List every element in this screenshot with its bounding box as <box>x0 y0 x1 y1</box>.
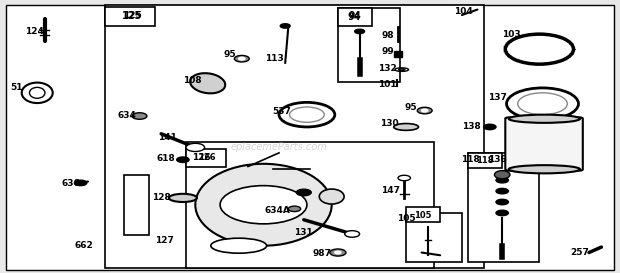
Ellipse shape <box>195 164 332 246</box>
Text: 126: 126 <box>192 153 211 162</box>
Text: 125: 125 <box>123 11 141 19</box>
Bar <box>394 51 402 57</box>
Text: 125: 125 <box>122 11 142 21</box>
Bar <box>105 7 155 26</box>
Circle shape <box>496 177 508 183</box>
Circle shape <box>422 109 428 112</box>
Text: 126: 126 <box>198 153 215 162</box>
Text: 94: 94 <box>348 12 361 22</box>
Text: 634A: 634A <box>265 206 291 215</box>
Circle shape <box>345 231 360 237</box>
Text: 105: 105 <box>414 211 432 219</box>
Text: 136: 136 <box>489 155 507 164</box>
Text: 113: 113 <box>265 54 283 63</box>
Ellipse shape <box>190 73 225 93</box>
Bar <box>406 213 462 262</box>
Ellipse shape <box>399 69 405 70</box>
Text: 147: 147 <box>381 186 400 195</box>
Bar <box>105 5 484 268</box>
Bar <box>468 153 539 262</box>
Circle shape <box>496 210 508 216</box>
Text: 537: 537 <box>273 107 291 116</box>
Ellipse shape <box>394 123 418 130</box>
Bar <box>468 153 502 168</box>
FancyBboxPatch shape <box>505 117 583 171</box>
Text: 131: 131 <box>294 228 313 237</box>
Text: eplacemeParts.com: eplacemeParts.com <box>231 143 327 152</box>
Text: 99: 99 <box>381 48 394 56</box>
Bar <box>338 8 372 26</box>
Text: 130: 130 <box>380 119 399 128</box>
Text: 124: 124 <box>25 27 43 36</box>
Text: 94: 94 <box>348 11 361 20</box>
Text: 138: 138 <box>462 123 480 131</box>
Circle shape <box>177 157 189 162</box>
Text: 118: 118 <box>476 156 494 165</box>
Ellipse shape <box>508 165 580 173</box>
Circle shape <box>355 29 365 34</box>
Bar <box>186 142 434 268</box>
Text: 662: 662 <box>74 241 93 250</box>
Text: 132: 132 <box>378 64 397 73</box>
Text: 105: 105 <box>397 215 415 223</box>
Circle shape <box>335 251 341 254</box>
Circle shape <box>496 188 508 194</box>
Text: 141: 141 <box>158 133 177 142</box>
Text: 98: 98 <box>381 31 394 40</box>
Bar <box>406 207 440 222</box>
Circle shape <box>296 189 311 196</box>
Circle shape <box>330 249 346 256</box>
Text: 103: 103 <box>502 30 521 38</box>
Circle shape <box>288 206 301 212</box>
Text: 108: 108 <box>183 76 202 85</box>
Ellipse shape <box>319 189 344 204</box>
Circle shape <box>496 199 508 205</box>
Text: 104: 104 <box>454 7 473 16</box>
Text: 127: 127 <box>155 236 174 245</box>
Text: 128: 128 <box>152 194 171 202</box>
Text: 634: 634 <box>118 111 136 120</box>
Circle shape <box>280 24 290 28</box>
Text: 95: 95 <box>223 50 236 59</box>
Circle shape <box>186 143 205 152</box>
Ellipse shape <box>29 87 45 98</box>
Text: 618: 618 <box>157 154 175 163</box>
Text: 987: 987 <box>313 249 332 258</box>
Bar <box>186 149 226 167</box>
Circle shape <box>220 186 307 224</box>
Text: 101: 101 <box>378 80 397 89</box>
Circle shape <box>398 175 410 181</box>
Ellipse shape <box>211 238 267 253</box>
Text: 636: 636 <box>62 179 81 188</box>
Text: 118: 118 <box>461 155 479 164</box>
Circle shape <box>484 124 496 130</box>
Bar <box>338 8 400 82</box>
Circle shape <box>132 113 147 119</box>
Circle shape <box>417 107 432 114</box>
Circle shape <box>74 180 87 186</box>
Text: 257: 257 <box>570 248 589 257</box>
Ellipse shape <box>508 115 580 123</box>
Bar <box>124 175 149 235</box>
Text: 51: 51 <box>11 83 23 92</box>
Text: 95: 95 <box>404 103 417 112</box>
Circle shape <box>239 57 245 60</box>
Ellipse shape <box>495 171 510 179</box>
Circle shape <box>234 55 249 62</box>
Ellipse shape <box>169 194 197 202</box>
Text: 137: 137 <box>489 93 507 102</box>
